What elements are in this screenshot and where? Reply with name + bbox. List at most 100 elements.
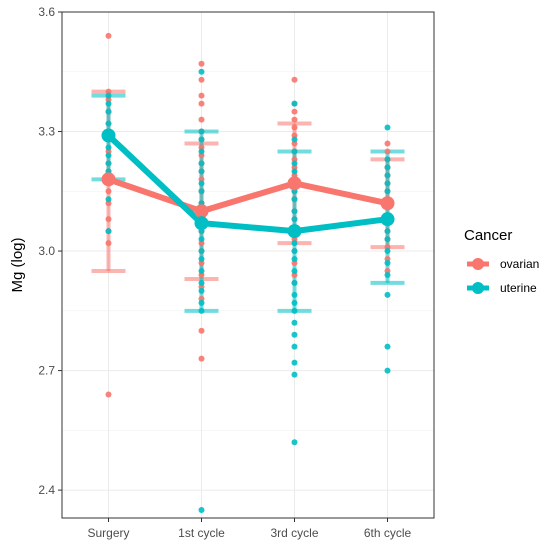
data-point-ovarian [198,76,205,83]
data-point-uterine [198,256,205,263]
y-tick-label: 3.6 [38,5,55,19]
x-tick-label: 3rd cycle [270,526,318,540]
data-point-uterine [384,156,391,163]
data-point-uterine [384,291,391,298]
data-point-uterine [198,148,205,155]
data-point-ovarian [291,76,298,83]
data-point-uterine [291,168,298,175]
data-point-uterine [291,279,298,286]
data-point-uterine [105,108,112,115]
mean-point-ovarian [194,204,209,219]
data-point-uterine [291,319,298,326]
mean-point-uterine [101,128,116,143]
data-point-ovarian [384,148,391,155]
data-point-ovarian [291,108,298,115]
data-point-uterine [198,68,205,75]
data-point-ovarian [198,92,205,99]
data-point-uterine [384,248,391,255]
data-point-uterine [384,124,391,131]
data-point-uterine [384,271,391,278]
data-point-uterine [291,256,298,263]
data-point-uterine [291,343,298,350]
data-point-uterine [291,248,298,255]
mean-line-uterine [106,133,388,235]
y-tick-label: 3.3 [38,125,55,139]
data-point-uterine [291,100,298,107]
data-point-uterine [198,128,205,135]
data-point-ovarian [105,240,112,247]
data-point-uterine [198,507,205,514]
data-point-uterine [384,164,391,171]
y-axis-title: Mg (log) [9,237,26,292]
data-point-uterine [291,196,298,203]
y-tick-label: 2.7 [38,364,55,378]
mean-point-ovarian [287,176,302,191]
data-point-ovarian [198,327,205,334]
y-tick-label: 2.4 [38,483,55,497]
data-point-uterine [198,299,205,306]
data-point-uterine [198,136,205,143]
mean-lines [106,133,389,235]
data-point-uterine [105,160,112,167]
data-point-uterine [384,236,391,243]
data-point-uterine [291,160,298,167]
data-point-uterine [291,439,298,446]
data-point-uterine [198,248,205,255]
data-point-ovarian [291,124,298,131]
legend: Cancer ovarian uterine [464,227,539,295]
data-point-uterine [291,240,298,247]
x-tick-label: Surgery [87,526,129,540]
x-tick-label: 6th cycle [364,526,412,540]
data-point-ovarian [198,100,205,107]
data-point-ovarian [198,355,205,362]
data-point-uterine [105,92,112,99]
data-point-uterine [291,359,298,366]
data-point-ovarian [105,391,112,398]
data-point-uterine [105,152,112,159]
data-point-uterine [105,228,112,235]
data-point-ovarian [105,216,112,223]
x-tick-label: 1st cycle [178,526,225,540]
data-point-uterine [198,160,205,167]
data-point-uterine [384,180,391,187]
data-point-uterine [198,267,205,274]
data-point-uterine [384,188,391,195]
legend-title: Cancer [464,227,512,244]
y-axis: 2.4 2.7 3.0 3.3 3.6 [38,5,62,497]
data-point-uterine [291,307,298,314]
mean-point-ovarian [101,172,116,187]
data-point-uterine [291,136,298,143]
data-point-uterine [384,228,391,235]
mean-point-uterine [380,212,395,227]
y-tick-label: 3.0 [38,244,55,258]
data-point-uterine [384,260,391,267]
data-point-uterine [198,279,205,286]
data-point-uterine [291,291,298,298]
mean-markers [101,128,395,239]
mean-line-ovarian [107,176,389,215]
data-point-uterine [291,299,298,306]
data-point-uterine [198,287,205,294]
data-point-uterine [105,144,112,151]
data-point-uterine [198,168,205,175]
data-point-ovarian [291,116,298,123]
mean-point-ovarian [380,196,395,211]
data-point-uterine [105,196,112,203]
data-point-uterine [384,367,391,374]
data-point-ovarian [384,140,391,147]
data-point-uterine [198,188,205,195]
legend-key-point-ovarian [472,258,484,270]
data-point-ovarian [105,32,112,39]
data-point-uterine [291,216,298,223]
data-point-ovarian [105,188,112,195]
legend-key-point-uterine [472,282,484,294]
data-point-ovarian [198,116,205,123]
data-point-uterine [384,172,391,179]
x-axis: Surgery 1st cycle 3rd cycle 6th cycle [87,518,412,540]
data-point-uterine [198,236,205,243]
data-point-uterine [291,148,298,155]
legend-label-uterine: uterine [500,281,537,295]
data-point-uterine [291,331,298,338]
data-point-uterine [198,180,205,187]
